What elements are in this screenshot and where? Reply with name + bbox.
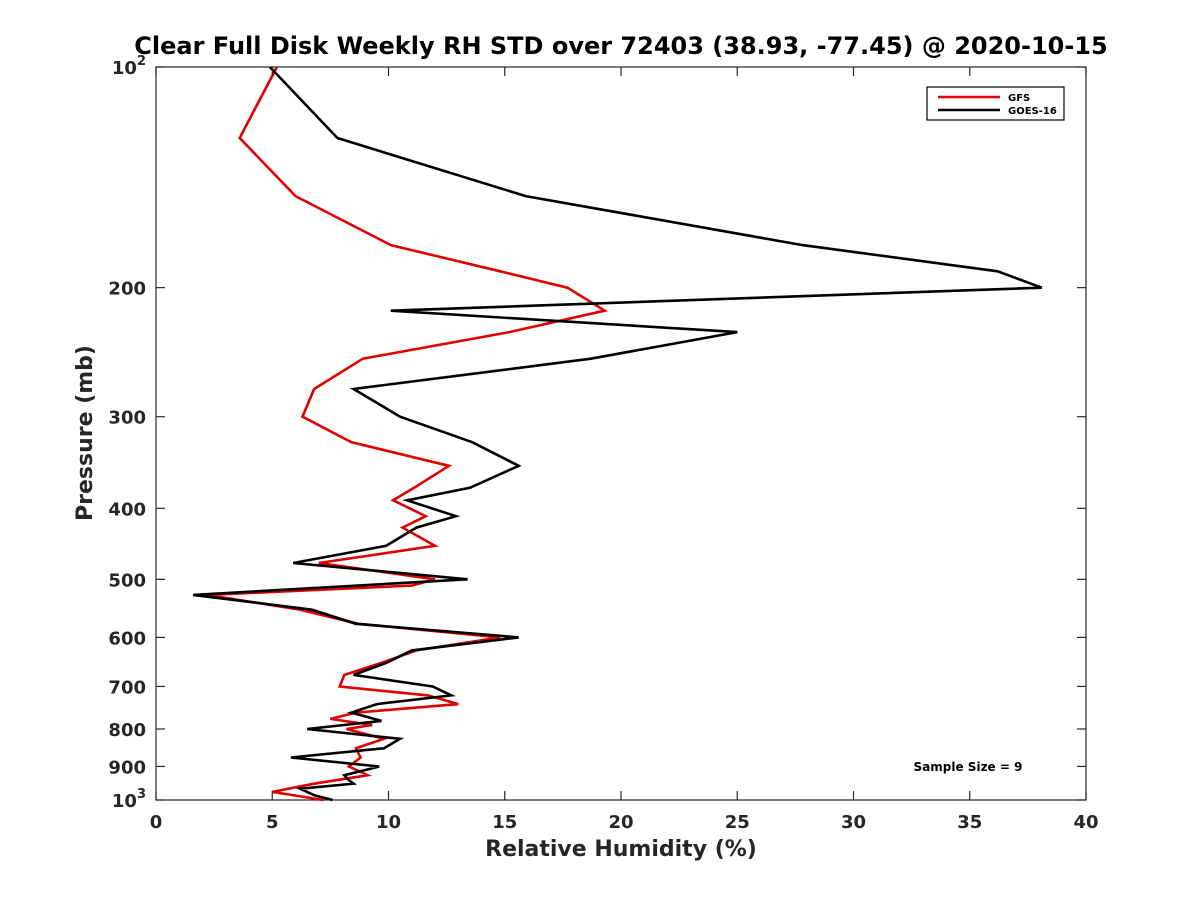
y-tick-label: 500	[108, 570, 146, 591]
legend-label: GOES-16	[1008, 106, 1057, 117]
legend-box	[926, 86, 1065, 121]
legend-items: GFS GOES-16	[938, 93, 1057, 117]
x-tick-label: 25	[725, 812, 750, 833]
sample-size-annotation: Sample Size = 9	[914, 760, 1023, 774]
x-tick-label: 35	[957, 812, 982, 833]
series-lines	[193, 66, 1043, 802]
legend: GFS GOES-16	[926, 86, 1065, 121]
x-tick-label: 40	[1073, 812, 1098, 833]
legend-label: GFS	[1008, 93, 1030, 104]
y-axis-ticks: 102 200 300 400 500 600 700 800 900 103	[108, 54, 1086, 812]
plot-area	[155, 66, 1087, 801]
x-tick-label: 20	[608, 812, 633, 833]
y-tick-label: 700	[108, 677, 146, 698]
x-tick-label: 0	[150, 812, 163, 833]
x-tick-label: 5	[266, 812, 279, 833]
y-tick-label: 300	[108, 408, 146, 429]
series-line-goes-16	[193, 66, 1043, 802]
x-axis-label: Relative Humidity (%)	[485, 837, 757, 862]
x-tick-label: 30	[841, 812, 866, 833]
x-axis-ticks: 0 5 10 15 20 25 30 35 40	[150, 67, 1099, 833]
y-axis-label: Pressure (mb)	[73, 345, 98, 521]
y-tick-label: 800	[108, 720, 146, 741]
y-tick-label: 400	[108, 499, 146, 520]
x-tick-label: 15	[492, 812, 517, 833]
chart-title: Clear Full Disk Weekly RH STD over 72403…	[134, 32, 1107, 60]
x-tick-label: 10	[376, 812, 401, 833]
y-tick-label: 103	[112, 787, 146, 812]
y-tick-label: 200	[108, 279, 146, 300]
y-tick-label: 600	[108, 628, 146, 649]
y-tick-label: 900	[108, 757, 146, 778]
y-tick-label: 102	[112, 54, 146, 79]
